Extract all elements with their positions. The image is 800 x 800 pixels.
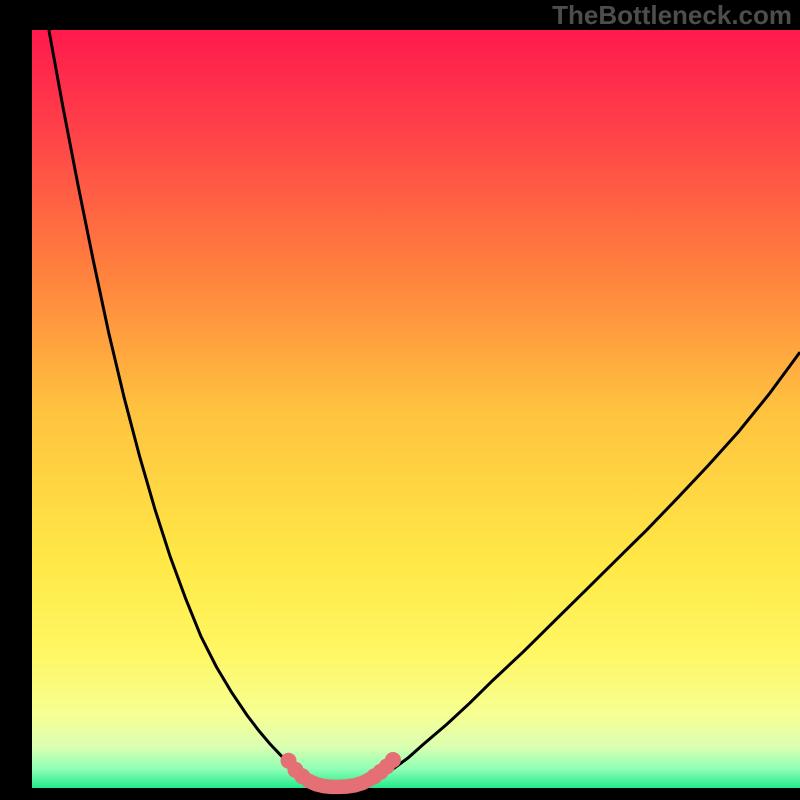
marker-dots-left (281, 753, 311, 785)
canvas: { "figure": { "type": "line", "canvas_si… (0, 0, 800, 800)
marker-segment (308, 776, 374, 787)
marker-dot (294, 768, 310, 784)
plot-area (32, 30, 800, 788)
watermark-text: TheBottleneck.com (552, 0, 792, 31)
bottleneck-curve (49, 30, 800, 787)
marker-dot (385, 752, 401, 768)
curve-layer (32, 30, 800, 788)
